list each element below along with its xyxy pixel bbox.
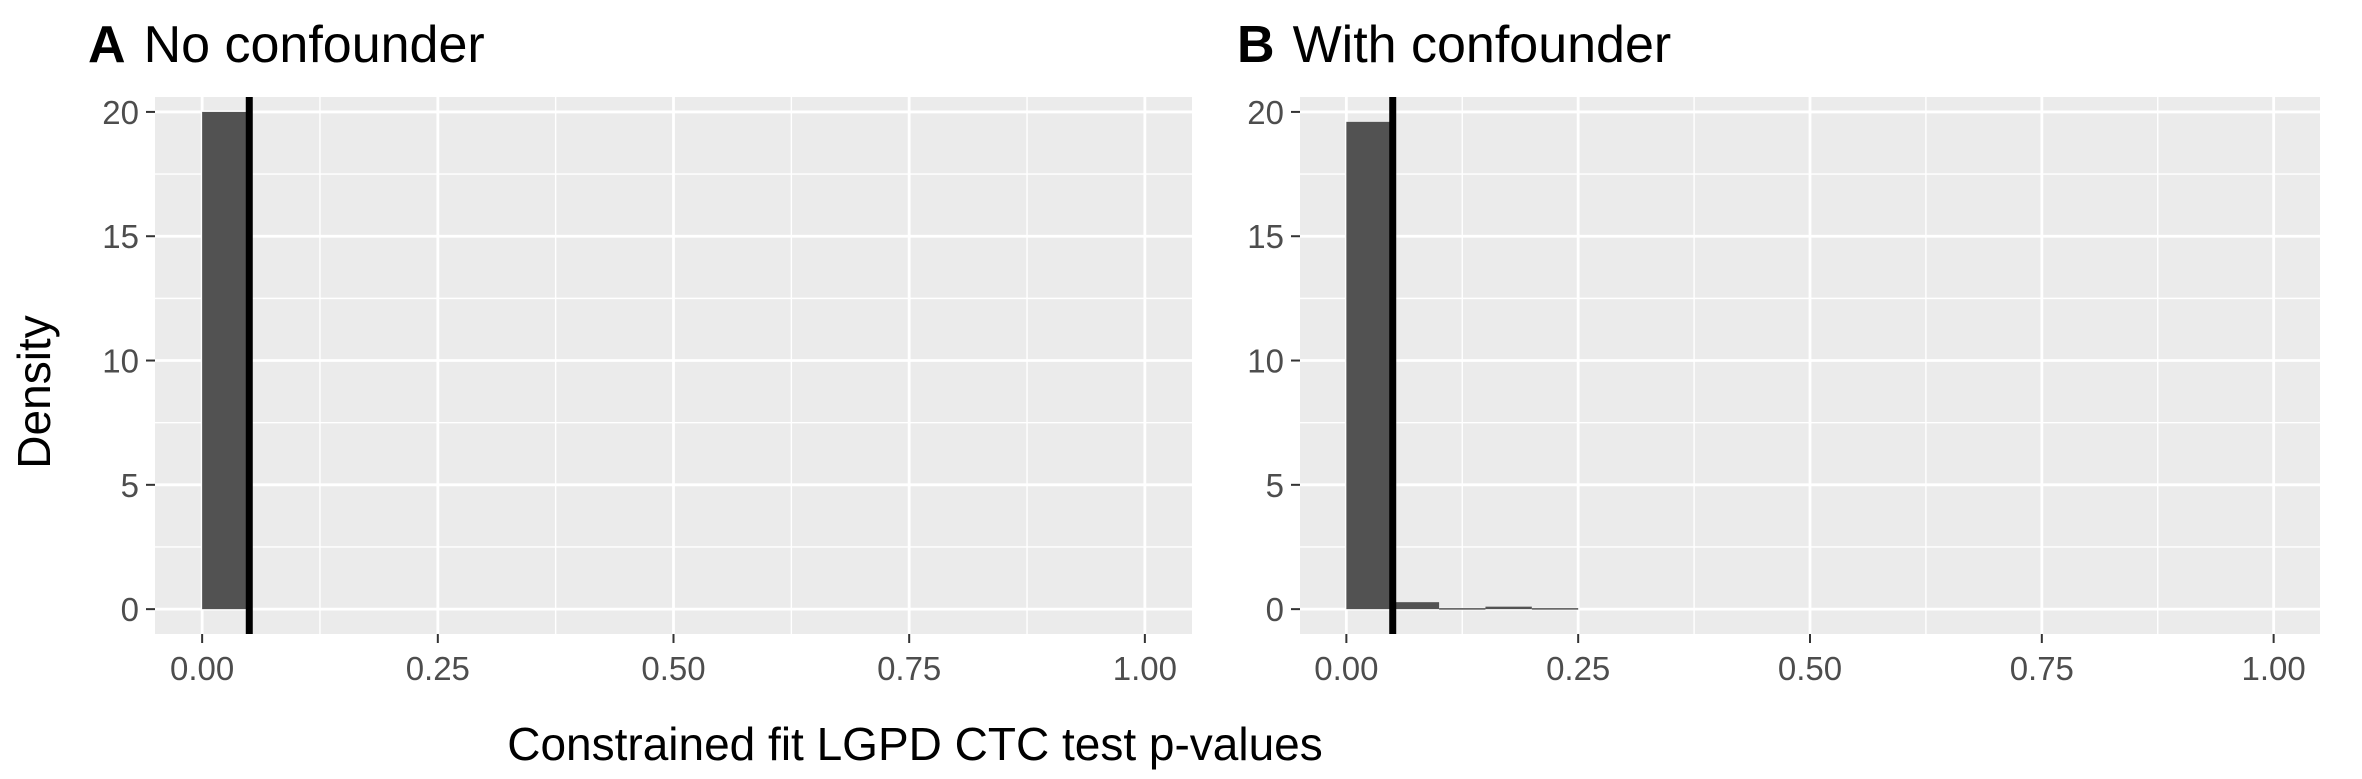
panel-tag: A bbox=[88, 16, 126, 74]
x-tick-label: 0.75 bbox=[2010, 650, 2074, 687]
y-tick-label: 5 bbox=[1266, 467, 1284, 504]
x-tick-label: 0.00 bbox=[170, 650, 234, 687]
histogram-bar bbox=[202, 111, 250, 610]
panel-title-text: With confounder bbox=[1293, 16, 1672, 74]
y-tick-label: 0 bbox=[121, 591, 139, 628]
panel-title: A No confounder bbox=[88, 16, 485, 74]
y-tick-label: 15 bbox=[102, 218, 139, 255]
panel-tag: B bbox=[1237, 16, 1275, 74]
y-tick-label: 10 bbox=[1247, 343, 1284, 380]
panel-title: B With confounder bbox=[1237, 16, 1671, 74]
x-tick-label: 0.00 bbox=[1314, 650, 1378, 687]
y-tick-label: 15 bbox=[1247, 218, 1284, 255]
x-tick-label: 0.75 bbox=[877, 650, 941, 687]
y-tick-label: 20 bbox=[102, 94, 139, 131]
y-tick-label: 5 bbox=[121, 467, 139, 504]
x-tick-label: 1.00 bbox=[2242, 650, 2306, 687]
histogram-bar bbox=[1531, 608, 1579, 610]
y-tick-label: 0 bbox=[1266, 591, 1284, 628]
x-tick-label: 0.25 bbox=[1546, 650, 1610, 687]
panel-b: 0.00 0.25 0.50 0.75 1.00 0 5 10 15 20 B With confou… bbox=[1237, 16, 2320, 687]
panel-title-text: No confounder bbox=[144, 16, 485, 74]
y-axis-title: Density bbox=[8, 315, 60, 468]
histogram-bar bbox=[1485, 606, 1532, 610]
x-tick-label: 0.50 bbox=[1778, 650, 1842, 687]
x-tick-label: 0.25 bbox=[406, 650, 470, 687]
y-tick-label: 20 bbox=[1247, 94, 1284, 131]
x-tick-label: 0.50 bbox=[641, 650, 705, 687]
histogram-bar bbox=[1392, 602, 1440, 610]
panel-a: 0.00 0.25 0.50 0.75 1.00 0 5 10 15 20 A No confound… bbox=[88, 16, 1192, 687]
histogram-bar bbox=[1439, 608, 1486, 610]
x-tick-label: 1.00 bbox=[1113, 650, 1177, 687]
x-axis-title: Constrained fit LGPD CTC test p-values bbox=[507, 718, 1323, 770]
histogram-bar bbox=[1346, 121, 1393, 610]
y-tick-label: 10 bbox=[102, 343, 139, 380]
